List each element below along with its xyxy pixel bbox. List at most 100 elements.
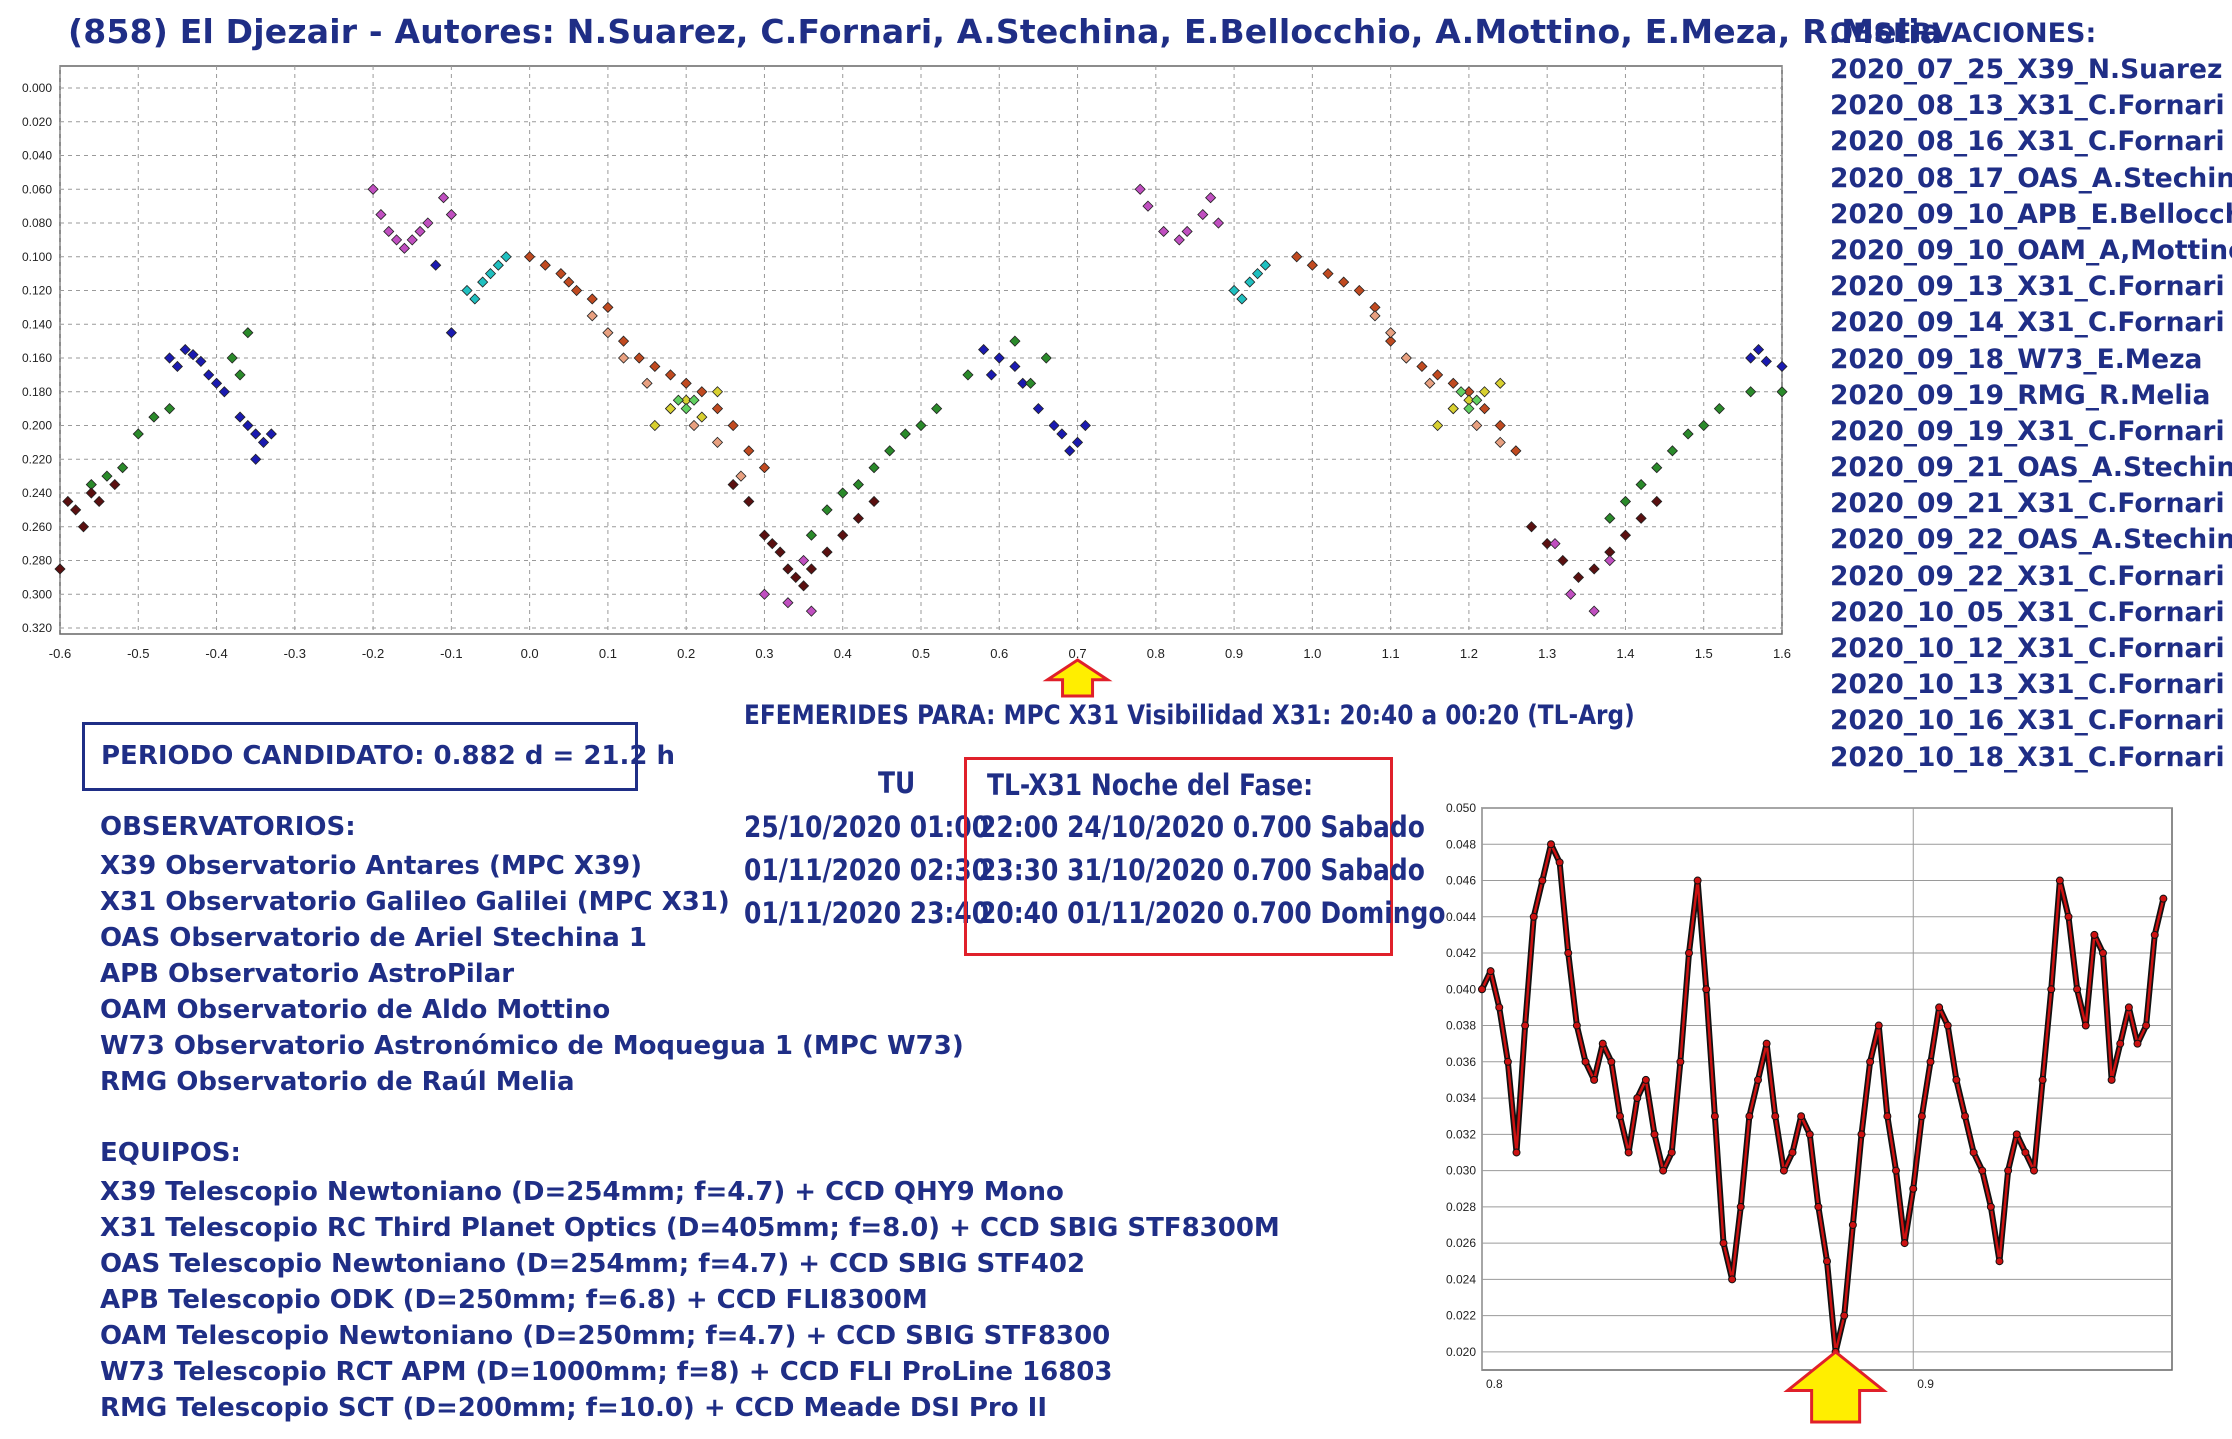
data-point [711, 386, 724, 398]
data-point [672, 394, 684, 406]
periodogram-point [1883, 1112, 1892, 1121]
data-point [1463, 394, 1475, 406]
data-point [915, 419, 927, 432]
data-point [743, 495, 755, 508]
data-point [1619, 495, 1632, 508]
observatorios-list: X39 Observatorio Antares (MPC X39) X31 Ob… [100, 848, 964, 1100]
periodogram-point [1805, 1130, 1814, 1139]
periodogram-point [1874, 1021, 1883, 1030]
equipo-item: X39 Telescopio Newtoniano (D=254mm; f=4.… [100, 1177, 1064, 1207]
data-point [1064, 445, 1076, 457]
observacion-item: 2020_10_16_X31_C.Fornari [1830, 705, 2225, 737]
data-point [524, 251, 536, 263]
data-point [1713, 403, 1725, 415]
x-tick-label: -0.1 [440, 646, 462, 661]
x-tick-label: -0.4 [205, 646, 227, 661]
observaciones-heading: OBSERVACIONES: [1830, 18, 2097, 49]
x-tick-label: 0.3 [755, 646, 773, 661]
data-point [821, 546, 833, 558]
y-tick-label: 0.042 [1446, 946, 1476, 960]
periodogram-point [1857, 1130, 1866, 1139]
data-point [226, 352, 238, 364]
periodogram-point [2055, 876, 2064, 885]
data-point [1071, 436, 1084, 448]
data-point [563, 276, 575, 288]
tl-row: 22:00 24/10/2020 0.700 Sabado [979, 810, 1425, 844]
data-point [782, 597, 794, 609]
observacion-item: 2020_09_10_APB_E.Bellocchio [1830, 198, 2232, 230]
periodogram-point [1529, 912, 1538, 921]
periodogram-point [1521, 1021, 1530, 1030]
x-tick-label: 0.0 [521, 646, 539, 661]
periodogram-point [2038, 1075, 2047, 1084]
x-tick-label: 1.4 [1616, 646, 1634, 661]
y-tick-label: 0.040 [1446, 982, 1476, 996]
data-point [437, 192, 450, 204]
data-point [62, 495, 74, 508]
data-point [257, 436, 270, 448]
data-point [649, 360, 661, 373]
periodogram-point [1797, 1112, 1806, 1121]
data-point [461, 284, 473, 297]
periodogram-point [1926, 1057, 1935, 1066]
periodogram-point [1736, 1202, 1745, 1211]
y-tick-label: 0.032 [1446, 1127, 1476, 1141]
data-point [766, 538, 778, 550]
periodogram-point [1771, 1112, 1780, 1121]
observacion-item: 2020_10_18_X31_C.Fornari [1830, 741, 2225, 773]
period-marker-arrow-icon [1783, 1350, 1888, 1424]
observacion-item: 2020_09_21_X31_C.Fornari [1830, 488, 2225, 520]
equipos-heading: EQUIPOS: [100, 1138, 241, 1168]
y-tick-label: 0.320 [22, 621, 52, 635]
y-tick-label: 0.028 [1446, 1200, 1476, 1214]
data-point [1353, 284, 1365, 297]
data-point [993, 352, 1005, 364]
y-tick-label: 0.240 [22, 486, 52, 500]
observacion-item: 2020_08_16_X31_C.Fornari [1830, 126, 2225, 158]
data-point [391, 234, 403, 246]
data-point [868, 462, 880, 474]
data-point [727, 478, 739, 491]
periodogram-point [2012, 1130, 2021, 1139]
data-point [1056, 428, 1068, 440]
periodogram-point [1590, 1075, 1599, 1084]
observacion-item: 2020_09_22_X31_C.Fornari [1830, 560, 2225, 592]
data-point [852, 512, 864, 524]
data-point [1745, 352, 1757, 364]
tu-row: 25/10/2020 01:00 [744, 810, 990, 844]
equipo-item: X31 Telescopio RC Third Planet Optics (D… [100, 1213, 1280, 1243]
data-point [1604, 554, 1616, 567]
x-tick-label: -0.5 [127, 646, 149, 661]
y-tick-label: 0.080 [22, 216, 52, 230]
data-point [1400, 352, 1412, 364]
periodogram-point [1564, 949, 1573, 958]
data-point [1635, 512, 1647, 524]
periodogram-point [1538, 876, 1547, 885]
observacion-item: 2020_08_13_X31_C.Fornari [1830, 90, 2225, 122]
data-point [469, 293, 481, 305]
data-point [1604, 512, 1616, 524]
data-point [398, 242, 410, 254]
periodogram-point [1616, 1112, 1624, 1121]
observatorio-item: OAM Observatorio de Aldo Mottino [100, 995, 611, 1025]
data-point [203, 369, 215, 381]
periodogram-point [1495, 1003, 1504, 1012]
data-point [171, 360, 183, 373]
data-point [1447, 377, 1459, 389]
data-point [821, 504, 833, 516]
periodogram-point [1650, 1130, 1659, 1139]
y-tick-label: 0.300 [22, 587, 52, 601]
data-point [985, 369, 998, 381]
periodogram-point [1909, 1184, 1918, 1193]
observacion-item: 2020_09_19_X31_C.Fornari [1830, 415, 2225, 447]
data-point [664, 369, 677, 381]
y-tick-label: 0.280 [22, 554, 52, 568]
periodogram-point [1633, 1094, 1642, 1103]
data-point [868, 495, 880, 508]
data-point [1471, 394, 1483, 406]
x-tick-label: 0.9 [1917, 1377, 1934, 1391]
observacion-item: 2020_10_12_X31_C.Fornari [1830, 633, 2225, 664]
data-point [633, 352, 645, 364]
equipo-item: W73 Telescopio RCT APM (D=1000mm; f=8) +… [100, 1357, 1113, 1387]
observatorio-item: OAS Observatorio de Ariel Stechina 1 [100, 923, 647, 953]
